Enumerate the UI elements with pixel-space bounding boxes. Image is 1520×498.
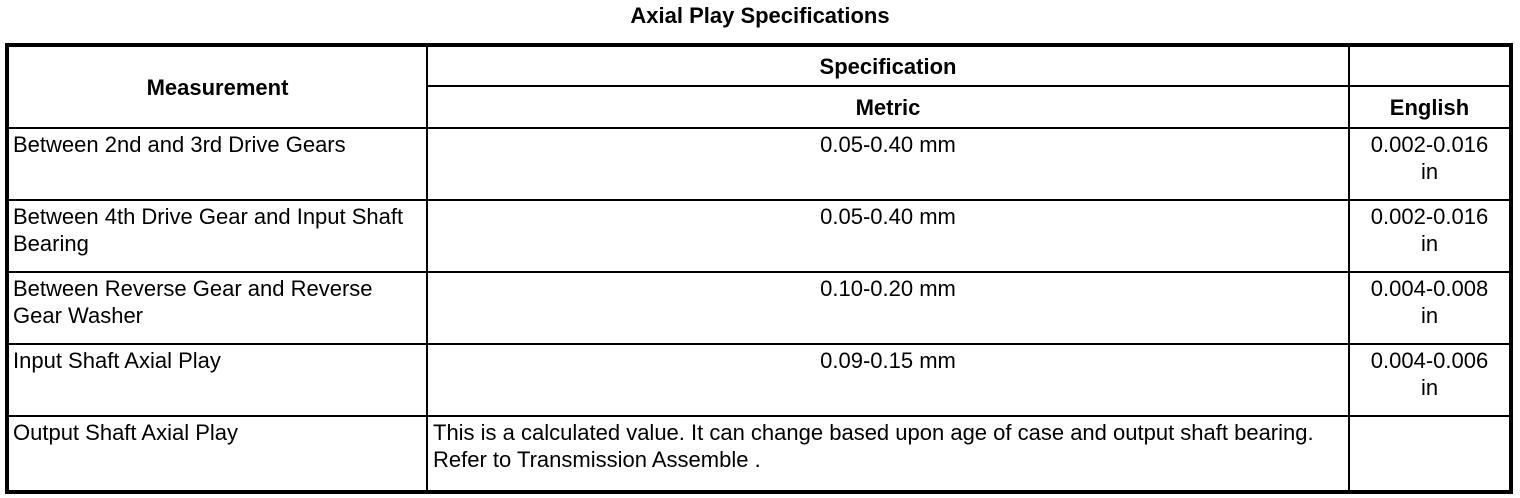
metric-cell: This is a calculated value. It can chang… bbox=[426, 415, 1350, 493]
measurement-cell: Between 2nd and 3rd Drive Gears bbox=[6, 127, 428, 201]
specs-table: Measurement Specification Metric English… bbox=[5, 43, 1513, 494]
header-english: English bbox=[1348, 85, 1512, 129]
page-title: Axial Play Specifications bbox=[630, 3, 890, 28]
header-metric: Metric bbox=[426, 85, 1350, 129]
header-specification: Specification bbox=[426, 44, 1350, 87]
metric-cell: 0.05-0.40 mm bbox=[426, 199, 1350, 273]
header-row-2: Metric English bbox=[7, 85, 1512, 129]
measurement-cell: Between 4th Drive Gear and Input Shaft B… bbox=[6, 199, 428, 273]
table-row: Between 2nd and 3rd Drive Gears 0.05-0.4… bbox=[6, 127, 1512, 201]
english-cell: 0.004-0.006 in bbox=[1348, 343, 1512, 417]
header-row-1: Measurement Specification bbox=[6, 44, 1512, 129]
metric-cell: 0.09-0.15 mm bbox=[426, 343, 1350, 417]
metric-cell: 0.05-0.40 mm bbox=[426, 127, 1350, 201]
measurement-cell: Between Reverse Gear and Reverse Gear Wa… bbox=[6, 271, 428, 345]
english-cell bbox=[1348, 415, 1512, 493]
table-row: Output Shaft Axial Play This is a calcul… bbox=[6, 415, 1512, 493]
table-body: Between 2nd and 3rd Drive Gears 0.05-0.4… bbox=[6, 127, 1512, 493]
english-cell: 0.002-0.016 in bbox=[1348, 199, 1512, 273]
header-measurement: Measurement bbox=[6, 44, 428, 129]
table-row: Input Shaft Axial Play 0.09-0.15 mm 0.00… bbox=[6, 343, 1512, 417]
english-cell: 0.002-0.016 in bbox=[1348, 127, 1512, 201]
table-row: Between Reverse Gear and Reverse Gear Wa… bbox=[6, 271, 1512, 345]
header-spacer-cell bbox=[1348, 44, 1512, 87]
measurement-cell: Output Shaft Axial Play bbox=[6, 415, 428, 493]
table-header: Measurement Specification Metric English bbox=[6, 44, 1512, 129]
metric-cell: 0.10-0.20 mm bbox=[426, 271, 1350, 345]
english-cell: 0.004-0.008 in bbox=[1348, 271, 1512, 345]
measurement-cell: Input Shaft Axial Play bbox=[6, 343, 428, 417]
table-row: Between 4th Drive Gear and Input Shaft B… bbox=[6, 199, 1512, 273]
